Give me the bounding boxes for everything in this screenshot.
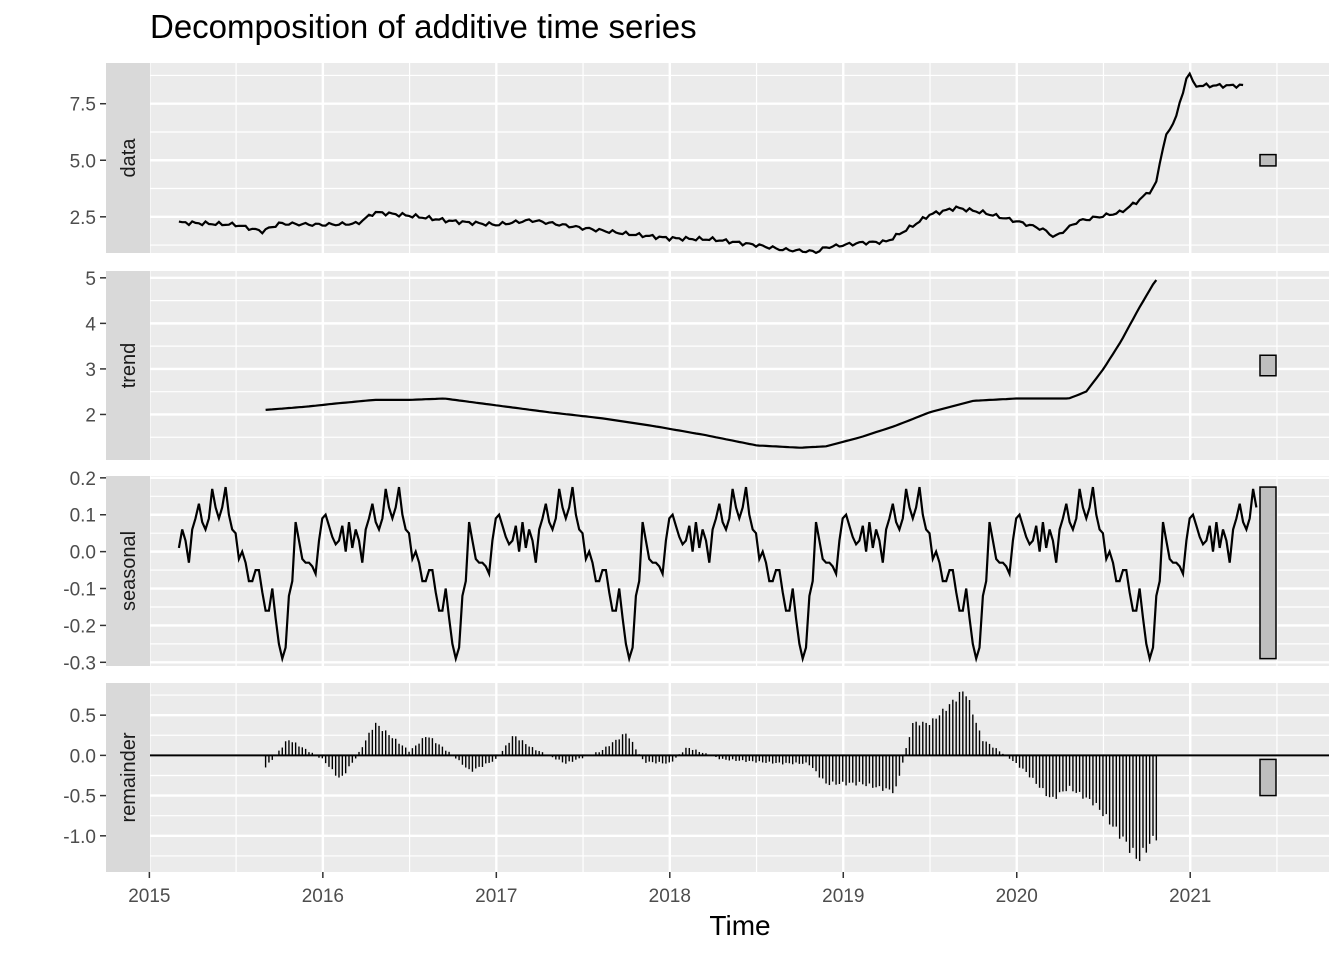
y-tick-label: 0.5 — [70, 706, 96, 727]
strip-data — [106, 63, 150, 253]
x-tick-label: 2018 — [649, 886, 691, 907]
strip-label-remainder: remainder — [118, 732, 140, 822]
y-tick-label: 0.0 — [70, 746, 96, 767]
strip-label-trend: trend — [118, 343, 140, 389]
x-tick-label: 2020 — [996, 886, 1038, 907]
y-tick-label: -0.2 — [63, 616, 96, 637]
trend-line — [265, 279, 1158, 449]
range-bar-remainder — [1259, 758, 1277, 797]
range-bar-trend — [1259, 354, 1277, 377]
strip-label-data: data — [118, 138, 140, 178]
y-tick-label: 0.2 — [70, 469, 96, 490]
x-tick-label: 2016 — [302, 886, 344, 907]
y-tick-label: -0.1 — [63, 580, 96, 601]
range-bar-data — [1259, 153, 1277, 167]
y-tick-label: -0.3 — [63, 653, 96, 674]
y-tick-label: 7.5 — [70, 95, 96, 116]
y-tick-label: 5 — [85, 269, 96, 290]
seasonal-line — [177, 486, 1258, 663]
strip-label-seasonal: seasonal — [118, 531, 140, 611]
y-tick-label: 2 — [85, 405, 96, 426]
x-tick-label: 2017 — [475, 886, 517, 907]
y-tick-label: -0.5 — [63, 787, 96, 808]
y-tick-label: 5.0 — [70, 151, 96, 172]
y-tick-label: 0.1 — [70, 506, 96, 527]
chart-title: Decomposition of additive time series — [150, 8, 697, 45]
x-axis-label: Time — [709, 910, 771, 941]
x-tick-label: 2015 — [128, 886, 170, 907]
range-bar-seasonal — [1259, 486, 1277, 660]
x-tick-label: 2021 — [1169, 886, 1211, 907]
strip-trend — [106, 271, 150, 460]
panel-data — [106, 63, 1329, 253]
data-line — [178, 71, 1244, 255]
strip-seasonal — [106, 476, 150, 666]
x-tick-label: 2019 — [822, 886, 864, 907]
panel-trend — [106, 271, 1329, 460]
panel-remainder — [106, 683, 1329, 872]
y-tick-label: 0.0 — [70, 543, 96, 564]
strip-remainder — [106, 683, 150, 872]
y-tick-label: -1.0 — [63, 827, 96, 848]
y-tick-label: 2.5 — [70, 208, 96, 229]
y-tick-label: 3 — [85, 360, 96, 381]
y-tick-label: 4 — [85, 314, 96, 335]
